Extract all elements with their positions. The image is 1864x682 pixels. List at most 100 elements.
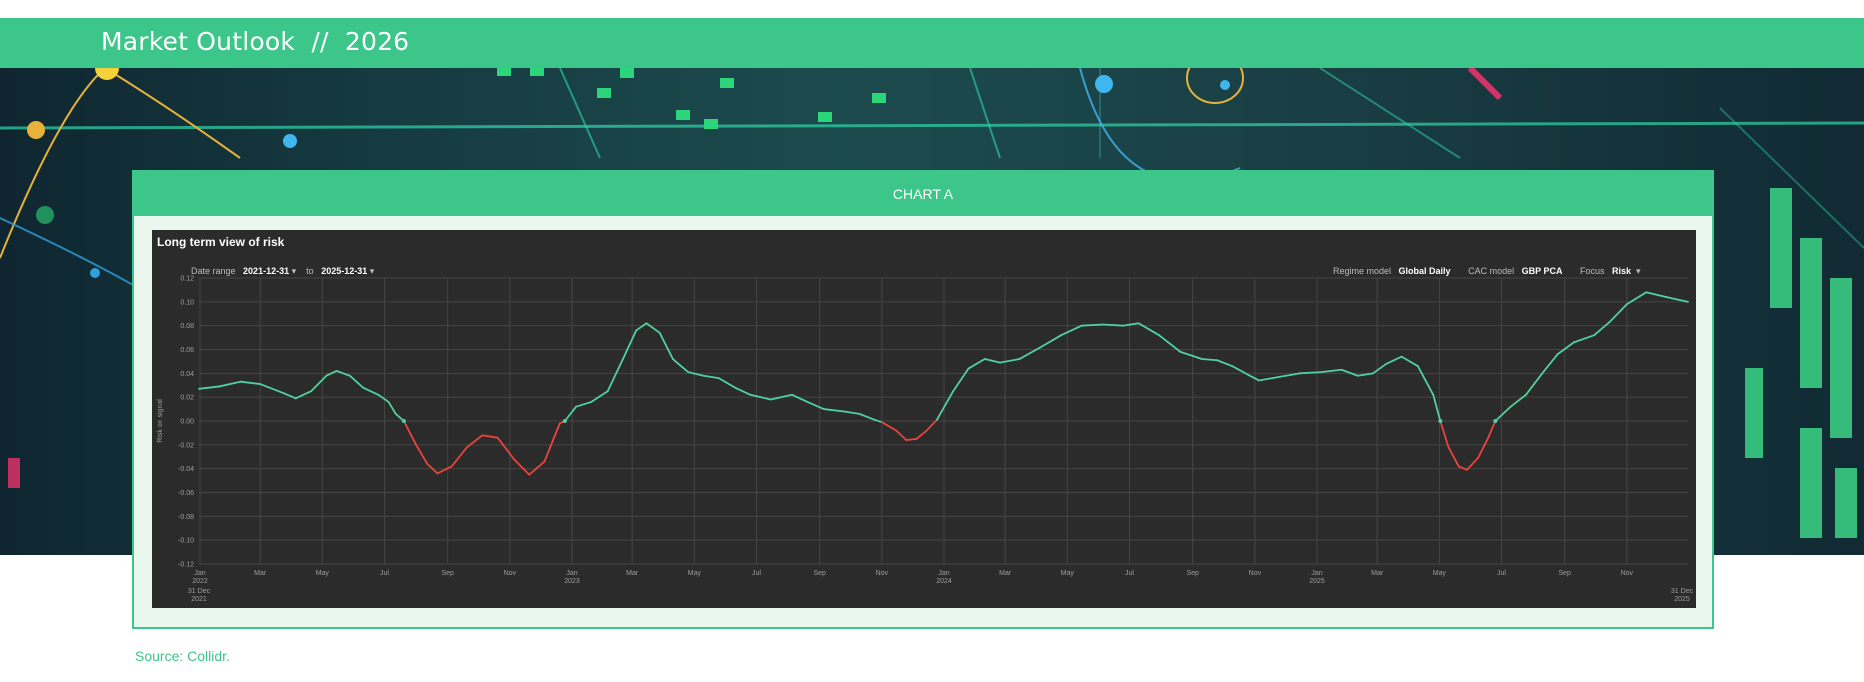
x-tick-label: Nov bbox=[876, 570, 889, 577]
decorative-grid bbox=[0, 68, 1864, 329]
risk-on-segment bbox=[1060, 324, 1083, 337]
risk-on-segment bbox=[1356, 372, 1374, 377]
risk-on-segment bbox=[1665, 296, 1689, 303]
range-end-label: 31 Dec bbox=[1671, 588, 1694, 595]
focus-label: Focus bbox=[1579, 266, 1605, 276]
risk-on-segment bbox=[259, 383, 286, 395]
risk-on-segment bbox=[1608, 303, 1628, 323]
risk-on-segment bbox=[218, 380, 242, 388]
y-axis-label: Risk on signal bbox=[157, 399, 164, 443]
risk-on-segment bbox=[1039, 334, 1063, 349]
x-tick-year-label: 2024 bbox=[936, 578, 952, 585]
risk-on-segment bbox=[1018, 346, 1042, 360]
risk-off-segment bbox=[905, 437, 918, 441]
regime-change-point bbox=[1493, 419, 1498, 423]
x-tick-label: Mar bbox=[999, 570, 1012, 577]
x-tick-label: Jan bbox=[1311, 570, 1322, 577]
risk-on-segment bbox=[283, 392, 297, 400]
risk-on-segment bbox=[1278, 372, 1301, 378]
risk-off-segment bbox=[436, 465, 453, 475]
risk-on-segment bbox=[935, 390, 955, 421]
risk-on-segment bbox=[1200, 358, 1219, 362]
x-tick-year-label: 2025 bbox=[1309, 578, 1325, 585]
y-tick-label: -0.08 bbox=[178, 514, 194, 521]
risk-off-segment bbox=[402, 420, 417, 446]
risk-on-segment bbox=[1400, 355, 1419, 368]
risk-on-segment bbox=[1122, 322, 1140, 327]
x-tick-label: Jul bbox=[1125, 570, 1134, 577]
x-tick-year-label: 2022 bbox=[192, 578, 208, 585]
model-controls: Regime model Global Daily CAC model GBP … bbox=[1333, 266, 1641, 277]
risk-chart: Long term view of risk Date range 2021-1… bbox=[152, 230, 1696, 608]
decorative-dots bbox=[8, 68, 1230, 488]
risk-on-segment bbox=[1137, 322, 1160, 337]
y-tick-label: 0.02 bbox=[180, 395, 194, 402]
risk-on-segment bbox=[1509, 393, 1527, 408]
risk-on-segment bbox=[687, 371, 705, 377]
x-tick-label: May bbox=[688, 570, 702, 577]
x-tick-label: Jul bbox=[752, 570, 761, 577]
risk-off-segment bbox=[1439, 420, 1450, 449]
date-from-value[interactable]: 2021-12-31 bbox=[243, 266, 290, 276]
risk-on-segment bbox=[198, 385, 221, 390]
risk-on-segment bbox=[999, 358, 1021, 364]
risk-on-segment bbox=[873, 418, 883, 424]
risk-off-segment bbox=[496, 436, 515, 461]
risk-off-segment bbox=[1465, 457, 1479, 471]
risk-on-segment bbox=[575, 401, 593, 408]
risk-off-segment bbox=[513, 458, 531, 476]
risk-on-segment bbox=[635, 322, 648, 332]
risk-off-segment bbox=[1447, 446, 1460, 468]
risk-off-segment bbox=[481, 434, 499, 439]
x-tick-label: Sep bbox=[1558, 570, 1571, 577]
date-to-value[interactable]: 2025-12-31 bbox=[321, 266, 368, 276]
y-tick-label: 0.04 bbox=[180, 371, 194, 378]
range-start-label: 31 Dec bbox=[188, 588, 211, 595]
risk-on-segment bbox=[1216, 359, 1234, 368]
x-tick-label: Sep bbox=[1186, 570, 1199, 577]
risk-on-segment bbox=[1525, 372, 1544, 396]
cac-model-select[interactable]: GBP PCA bbox=[1521, 266, 1563, 276]
y-tick-label: 0.08 bbox=[180, 323, 194, 330]
risk-off-segment bbox=[880, 421, 898, 432]
risk-off-segment bbox=[528, 460, 546, 476]
y-tick-label: -0.04 bbox=[178, 466, 194, 473]
risk-on-segment bbox=[1417, 365, 1435, 396]
regime-change-point bbox=[1438, 419, 1443, 423]
cac-model-label: CAC model bbox=[1468, 266, 1515, 276]
to-label: to bbox=[306, 266, 314, 276]
x-tick-label: Mar bbox=[254, 570, 267, 577]
risk-on-segment bbox=[1231, 365, 1249, 376]
risk-on-segment bbox=[563, 405, 577, 422]
risk-on-segment bbox=[606, 358, 624, 393]
risk-on-segment bbox=[769, 393, 794, 401]
risk-on-segment bbox=[1541, 353, 1559, 375]
chevron-down-icon[interactable]: ▾ bbox=[1636, 266, 1641, 276]
risk-on-segment bbox=[1102, 323, 1125, 327]
risk-on-segment bbox=[622, 329, 638, 360]
chevron-down-icon[interactable]: ▾ bbox=[369, 266, 375, 276]
focus-select[interactable]: Risk bbox=[1612, 266, 1632, 276]
risk-on-segment bbox=[1625, 291, 1648, 306]
risk-on-segment bbox=[1572, 334, 1596, 344]
plot-area[interactable]: 0.12 0.10 0.08 0.06 0.04 0.02 0.00 -0.02 -0.04 -0… bbox=[152, 230, 1696, 608]
range-start-year-label: 2021 bbox=[191, 596, 207, 603]
y-tick-label: 0.12 bbox=[180, 276, 194, 283]
risk-on-segment bbox=[672, 358, 690, 374]
risk-off-segment bbox=[1477, 436, 1490, 459]
risk-on-segment bbox=[1258, 376, 1281, 382]
regime-model-select[interactable]: Global Daily bbox=[1398, 266, 1451, 276]
x-tick-label: Jan bbox=[566, 570, 577, 577]
risk-on-segment bbox=[822, 408, 846, 413]
y-tick-label: -0.06 bbox=[178, 490, 194, 497]
risk-on-segment bbox=[749, 393, 772, 401]
date-range-label: Date range bbox=[191, 266, 236, 276]
y-tick-label: -0.02 bbox=[178, 442, 194, 449]
risk-on-segment bbox=[1320, 368, 1343, 374]
risk-on-segment bbox=[239, 380, 262, 385]
risk-on-segment bbox=[1298, 371, 1322, 375]
risk-off-segment bbox=[543, 422, 561, 463]
date-range-control[interactable]: Date range 2021-12-31 ▾ to 2025-12-31 ▾ bbox=[191, 266, 374, 277]
chevron-down-icon[interactable]: ▾ bbox=[291, 266, 297, 276]
